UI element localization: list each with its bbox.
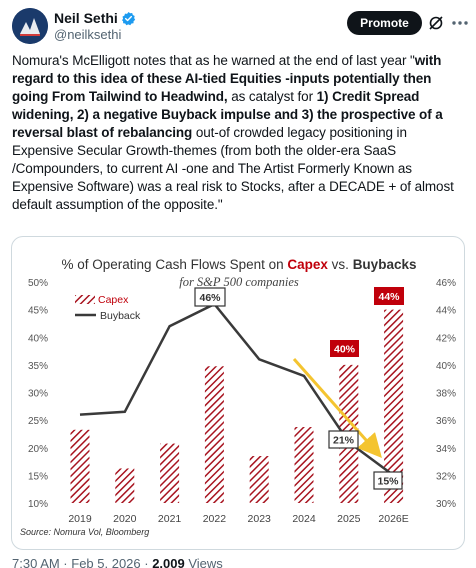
tweet-text-segment: 1) Credit Spread widening, 2) a negative… — [12, 89, 443, 140]
tweet-text-segment: Nomura's McElligott notes that as he war… — [12, 53, 415, 68]
x-tick-label: 2020 — [113, 513, 137, 525]
trend-arrow — [292, 358, 382, 458]
x-tick-label: 2019 — [68, 513, 92, 525]
capex-bar — [294, 427, 314, 503]
tweet-timestamp[interactable]: 7:30 AM · Feb 5, 2026 · — [12, 556, 153, 568]
callout-capex-2025: 40% — [330, 340, 359, 357]
callout-buyback-2025: 21% — [328, 430, 359, 449]
tweet-meta: 7:30 AM · Feb 5, 2026 · 2,009 Views — [12, 556, 223, 568]
x-tick-label: 2026E — [378, 513, 408, 525]
left-tick-label: 45% — [28, 306, 48, 317]
x-tick-label: 2021 — [158, 513, 182, 525]
x-tick-label: 2022 — [203, 513, 227, 525]
callout-buyback-2026: 15% — [373, 471, 403, 490]
author-handle[interactable]: @neilksethi — [54, 27, 122, 42]
left-tick-label: 15% — [28, 471, 48, 482]
capex-bar — [115, 468, 135, 503]
legend-capex-label: Capex — [98, 294, 129, 306]
right-tick-label: 32% — [436, 471, 456, 482]
capex-bar — [249, 456, 269, 503]
left-tick-label: 10% — [28, 499, 48, 510]
right-tick-label: 42% — [436, 333, 456, 344]
x-tick-label: 2024 — [292, 513, 316, 525]
author-block: Neil Sethi @neilksethi — [54, 10, 136, 44]
left-tick-label: 50% — [28, 278, 48, 289]
capex-bar — [70, 429, 90, 503]
right-tick-label: 40% — [436, 361, 456, 372]
more-options-icon[interactable] — [450, 13, 470, 33]
left-tick-label: 35% — [28, 361, 48, 372]
left-tick-label: 20% — [28, 444, 48, 455]
right-tick-label: 38% — [436, 389, 456, 400]
tweet-text: Nomura's McElligott notes that as he war… — [12, 52, 470, 214]
left-tick-label: 25% — [28, 416, 48, 427]
capex-bar — [384, 309, 404, 503]
callout-capex-2026: 44% — [374, 287, 404, 305]
promote-button[interactable]: Promote — [347, 11, 422, 35]
chart-source: Source: Nomura Vol, Bloomberg — [20, 527, 149, 537]
chart-title: % of Operating Cash Flows Spent on Capex… — [62, 257, 417, 272]
left-axis: 10% 15% 20% 25% 30% 35% 40% 45% 50% — [28, 278, 48, 510]
right-tick-label: 30% — [436, 499, 456, 510]
tweet-text-segment: with regard to this idea of these AI-tie… — [12, 53, 442, 104]
view-count: 2,009 — [152, 556, 185, 568]
grok-icon[interactable] — [428, 15, 444, 31]
capex-bar — [204, 366, 224, 503]
capex-bar — [160, 443, 180, 503]
x-tick-label: 2025 — [337, 513, 361, 525]
left-tick-label: 40% — [28, 333, 48, 344]
tweet-text-segment: out-of crowded legacy positioning in Exp… — [12, 125, 454, 212]
avatar[interactable] — [12, 8, 48, 44]
chart-image[interactable]: % of Operating Cash Flows Spent on Capex… — [11, 236, 465, 550]
author-name[interactable]: Neil Sethi — [54, 10, 118, 26]
verified-badge-icon — [121, 11, 135, 25]
svg-text:44%: 44% — [378, 291, 400, 303]
tweet-text-segment: as catalyst for — [227, 89, 317, 104]
views-label: Views — [184, 556, 223, 568]
legend-buyback-label: Buyback — [100, 310, 141, 322]
legend-capex-swatch — [75, 295, 95, 304]
tweet-header: Neil Sethi @neilksethi Promote — [0, 0, 476, 48]
right-axis: 30% 32% 34% 36% 38% 40% 42% 44% 46% — [436, 278, 456, 510]
svg-text:40%: 40% — [334, 344, 356, 356]
svg-text:15%: 15% — [377, 476, 399, 488]
chart-subtitle: for S&P 500 companies — [179, 275, 299, 289]
capex-buyback-chart: % of Operating Cash Flows Spent on Capex… — [20, 257, 456, 537]
left-tick-label: 30% — [28, 389, 48, 400]
right-tick-label: 46% — [436, 278, 456, 289]
capex-bars — [70, 309, 404, 503]
x-tick-label: 2023 — [248, 513, 272, 525]
right-tick-label: 44% — [436, 306, 456, 317]
right-tick-label: 34% — [436, 444, 456, 455]
chart-legend: Capex Buyback — [75, 294, 141, 322]
svg-text:46%: 46% — [199, 292, 221, 304]
right-tick-label: 36% — [436, 416, 456, 427]
x-axis-labels: 2019 2020 2021 2022 2023 2024 2025 2026E — [68, 513, 408, 525]
callout-buyback-2022: 46% — [194, 287, 226, 307]
avatar-logo-icon — [12, 8, 48, 44]
svg-text:21%: 21% — [333, 435, 355, 447]
